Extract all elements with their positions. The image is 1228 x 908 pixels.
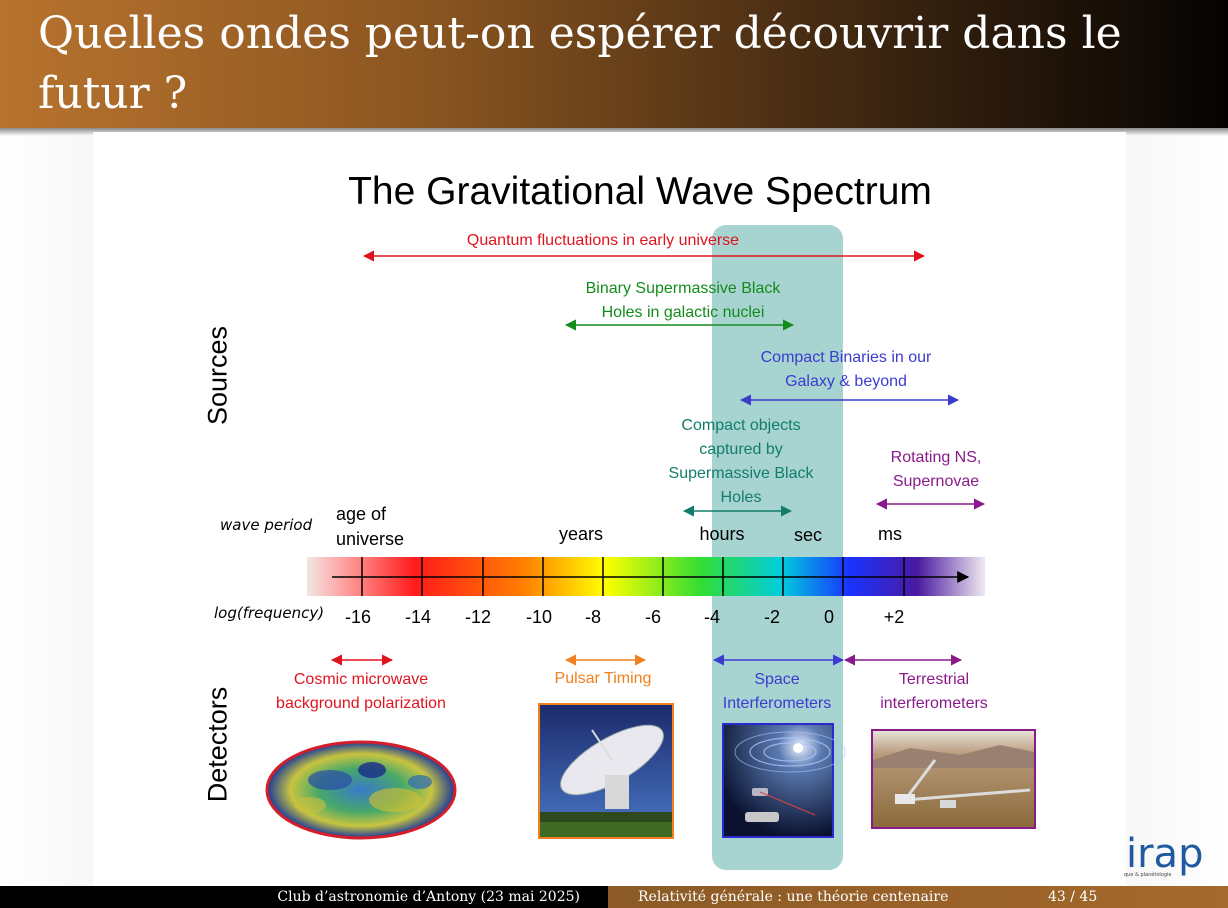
- slide-footer: Club d’astronomie d’Antony (23 mai 2025)…: [0, 886, 1228, 908]
- footer-page-number: 43 / 45: [1048, 889, 1098, 905]
- radio-telescope-icon: [538, 703, 674, 839]
- detector-cmb: Cosmic microwave background polarization: [276, 671, 446, 712]
- period-hours: hours: [699, 524, 745, 544]
- space-interferometer-icon: [722, 723, 846, 838]
- irap-logo-subtext: que & planétologie: [1124, 872, 1172, 878]
- slide-header: Quelles ondes peut-on espérer découvrir …: [0, 0, 1228, 128]
- tick-label: -14: [404, 607, 431, 627]
- period-years: years: [558, 524, 603, 544]
- tick-label: -10: [525, 607, 552, 627]
- slide-title: Quelles ondes peut-on espérer découvrir …: [38, 8, 1122, 119]
- tick-label: -6: [644, 607, 661, 627]
- tick-label: -12: [464, 607, 491, 627]
- footer-event: Club d’astronomie d’Antony (23 mai 2025): [277, 889, 580, 905]
- detectors-label: Detectors: [202, 686, 233, 803]
- period-ms: ms: [878, 524, 902, 544]
- right-margin: [1126, 136, 1228, 886]
- axis-tick-marks: [361, 557, 905, 596]
- log-frequency-label: log(frequency): [214, 604, 325, 622]
- footer-right: Relativité générale : une théorie centen…: [608, 886, 1228, 908]
- ligo-site-icon: [871, 729, 1036, 829]
- figure-title: The Gravitational Wave Spectrum: [348, 170, 932, 213]
- detector-pulsar-timing: Pulsar Timing: [554, 670, 652, 687]
- footer-talk-title: Relativité générale : une théorie centen…: [638, 889, 949, 905]
- source-quantum-fluctuations: Quantum fluctuations in early universe: [466, 232, 740, 249]
- tick-label: +2: [883, 607, 905, 627]
- period-sec: sec: [793, 525, 822, 545]
- irap-logo-text: irap: [1126, 831, 1204, 877]
- tick-label: -8: [584, 607, 601, 627]
- tick-label: 0: [823, 607, 834, 627]
- source-compact-objects: Compact objects captured by Supermassive…: [668, 417, 814, 506]
- source-binary-smbh: Binary Supermassive Black Holes in galac…: [585, 280, 781, 321]
- cmb-map-icon: [265, 740, 457, 840]
- period-age-of-universe: age of universe: [336, 504, 405, 549]
- source-rotating-ns: Rotating NS, Supernovae: [890, 449, 982, 490]
- footer-left: Club d’astronomie d’Antony (23 mai 2025): [0, 886, 608, 908]
- tick-label: -16: [344, 607, 371, 627]
- source-compact-binaries: Compact Binaries in our Galaxy & beyond: [760, 349, 932, 390]
- wave-period-label: wave period: [220, 516, 313, 534]
- tick-label: -4: [703, 607, 720, 627]
- space-band-highlight: [712, 225, 843, 870]
- detector-terrestrial-interferometers: Terrestrial interferometers: [880, 671, 988, 712]
- detector-space-interferometers: Space Interferometers: [722, 671, 832, 712]
- sources-label: Sources: [202, 325, 233, 426]
- tick-label: -2: [763, 607, 780, 627]
- irap-logo: irap que & planétologie: [1122, 832, 1212, 884]
- left-margin: [0, 136, 93, 886]
